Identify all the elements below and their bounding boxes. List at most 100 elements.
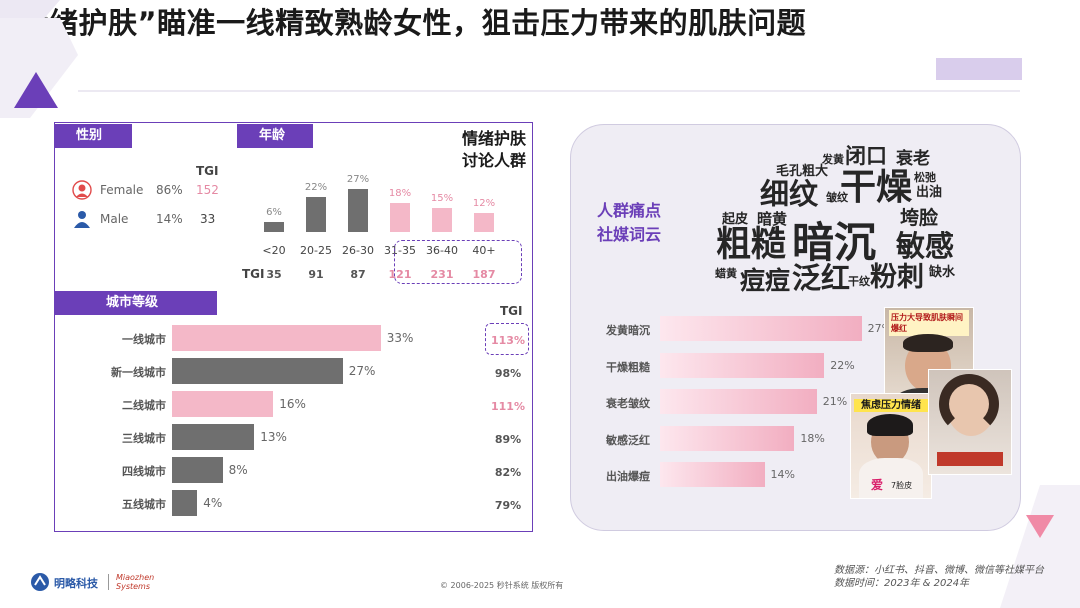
city-value-label: 16% [279,397,306,411]
age-chart: 6% <20 35 22% 20-25 91 27% 26-30 87 18% 31-35 121 15… [258,140,528,290]
panel-title-line2: 讨论人群 [461,151,526,170]
age-category-label: 36-40 [426,244,458,257]
age-value-label: 22% [304,181,328,193]
age-bar [264,222,284,232]
city-tgi-highlight-box [485,323,529,355]
word-fanhong: 泛红 [792,261,851,295]
painpoint-bar [660,462,765,487]
city-value-label: 27% [348,364,376,378]
age-value-label: 15% [430,193,454,204]
word-anchen: 暗沉 [792,218,877,267]
word-lahuang: 蜡黄 [715,267,737,280]
word-xiwen: 细纹 [760,177,819,211]
word-anhuang: 暗黄 [757,210,788,228]
word-zhouwen: 皱纹 [826,191,848,204]
age-bar [474,212,494,232]
age-value-label: 12% [472,197,496,209]
age-highlight-box [394,240,522,284]
age-tgi-value: 187 [472,268,496,281]
age-bar [306,196,326,232]
caption-d: 7脸皮 [891,481,913,490]
painpoint-category-label: 衰老皱纹 [606,397,650,410]
city-bar [172,391,274,417]
female-icon [72,180,92,200]
gender-tgi-label: TGI [196,164,219,178]
male-icon [74,211,90,228]
city-bar [172,490,198,516]
word-ganwen: 干纹 [848,275,870,288]
word-kualian: 垮脸 [900,207,939,229]
city-category-label: 四线城市 [122,465,166,478]
mingluo-logo-icon [31,573,49,591]
city-tgi-value: 113% [491,334,525,347]
age-value-label: 6% [266,207,282,219]
painpoint-value-label: 22% [830,358,855,372]
age-value-label: 18% [388,188,412,200]
word-maokong: 毛孔粗大 [776,164,829,179]
city-tgi-value: 82% [494,466,522,479]
logo-text-1: 明略科技 [54,577,98,590]
caption-b: 焦虑压力情绪 [854,399,928,412]
copyright: © 2006-2025 秒针系统 版权所有 [440,581,564,590]
word-cucao: 粗糙 [716,225,787,265]
age-bar [348,188,368,232]
age-category-label: <20 [262,244,286,257]
age-tgi-value: 87 [350,268,366,281]
age-category-label: 31-35 [384,244,416,257]
city-bar [172,325,381,351]
city-value-label: 4% [203,496,223,510]
city-chart: 一线城市 33% 113% 新一线城市 27% 98% 二线城市 16% 111% 三线城市 13%… [60,320,530,525]
painpoint-value-label: 21% [822,395,848,408]
data-source-line1: 数据源：小红书、抖音、微博、微信等社媒平台 [834,565,1044,576]
age-tgi-value: 91 [308,268,324,281]
age-value-label: 27% [346,173,370,185]
city-category-label: 一线城市 [122,333,166,346]
city-value-label: 33% [386,331,414,345]
painpoint-value-label: 14% [770,468,795,481]
painpoint-bar [660,316,862,341]
wordcloud: 发黄 闭口 衰老 毛孔粗大 细纹 干燥 松弛 出油 皱纹 起皮 暗黄 垮脸 粗糙… [700,140,990,305]
caption-a: 压力大导致肌肤瞬间爆红 [891,313,963,333]
painpoint-bar [660,389,817,414]
panel-title-line1: 情绪护肤 [461,129,526,148]
city-tgi-header: TGI [500,304,523,318]
word-bikou: 闭口 [845,144,887,168]
word-queshui: 缺水 [929,265,956,280]
city-category-label: 新一线城市 [111,366,166,379]
word-shuailao: 衰老 [896,149,930,169]
city-tgi-value: 79% [494,499,522,512]
caption-c: 爱 [871,478,884,492]
city-bar [172,358,343,384]
age-header: 年龄 [237,124,313,148]
wordcloud-label-line1: 人群痛点 [597,201,662,220]
city-tgi-value: 98% [494,367,522,380]
word-songchi: 松弛 [914,171,936,184]
painpoint-category-label: 出油爆痘 [606,470,650,483]
age-bar [390,203,410,232]
painpoint-value-label: 18% [800,431,825,445]
city-category-label: 三线城市 [122,432,166,445]
painpoint-category-label: 敏感泛红 [606,433,650,447]
painpoint-bar [660,425,795,451]
female-tgi: 152 [196,183,219,197]
photo-woman-left: 焦虑压力情绪 爱 7脸皮 [850,393,932,499]
painpoint-category-label: 干燥粗糙 [606,360,650,374]
city-tgi-value: 89% [494,433,522,446]
photo-woman-right [928,369,1012,475]
city-value-label: 13% [260,430,287,444]
age-tgi-value: 35 [266,268,282,281]
demographics-panel [54,122,533,532]
word-ganzao: 干燥 [840,167,913,208]
painpoint-bar [660,352,825,378]
age-bar [432,208,452,232]
word-chuyou: 出油 [916,185,943,200]
city-bar [172,457,223,483]
word-mingan: 敏感 [896,229,955,263]
wordcloud-label-line2: 社媒词云 [597,225,662,244]
city-value-label: 8% [228,463,248,477]
female-pct: 86% [156,183,183,197]
age-category-label: 20-25 [300,244,332,257]
city-bar [172,424,255,450]
wordcloud-label: 人群痛点 社媒词云 [597,199,661,247]
